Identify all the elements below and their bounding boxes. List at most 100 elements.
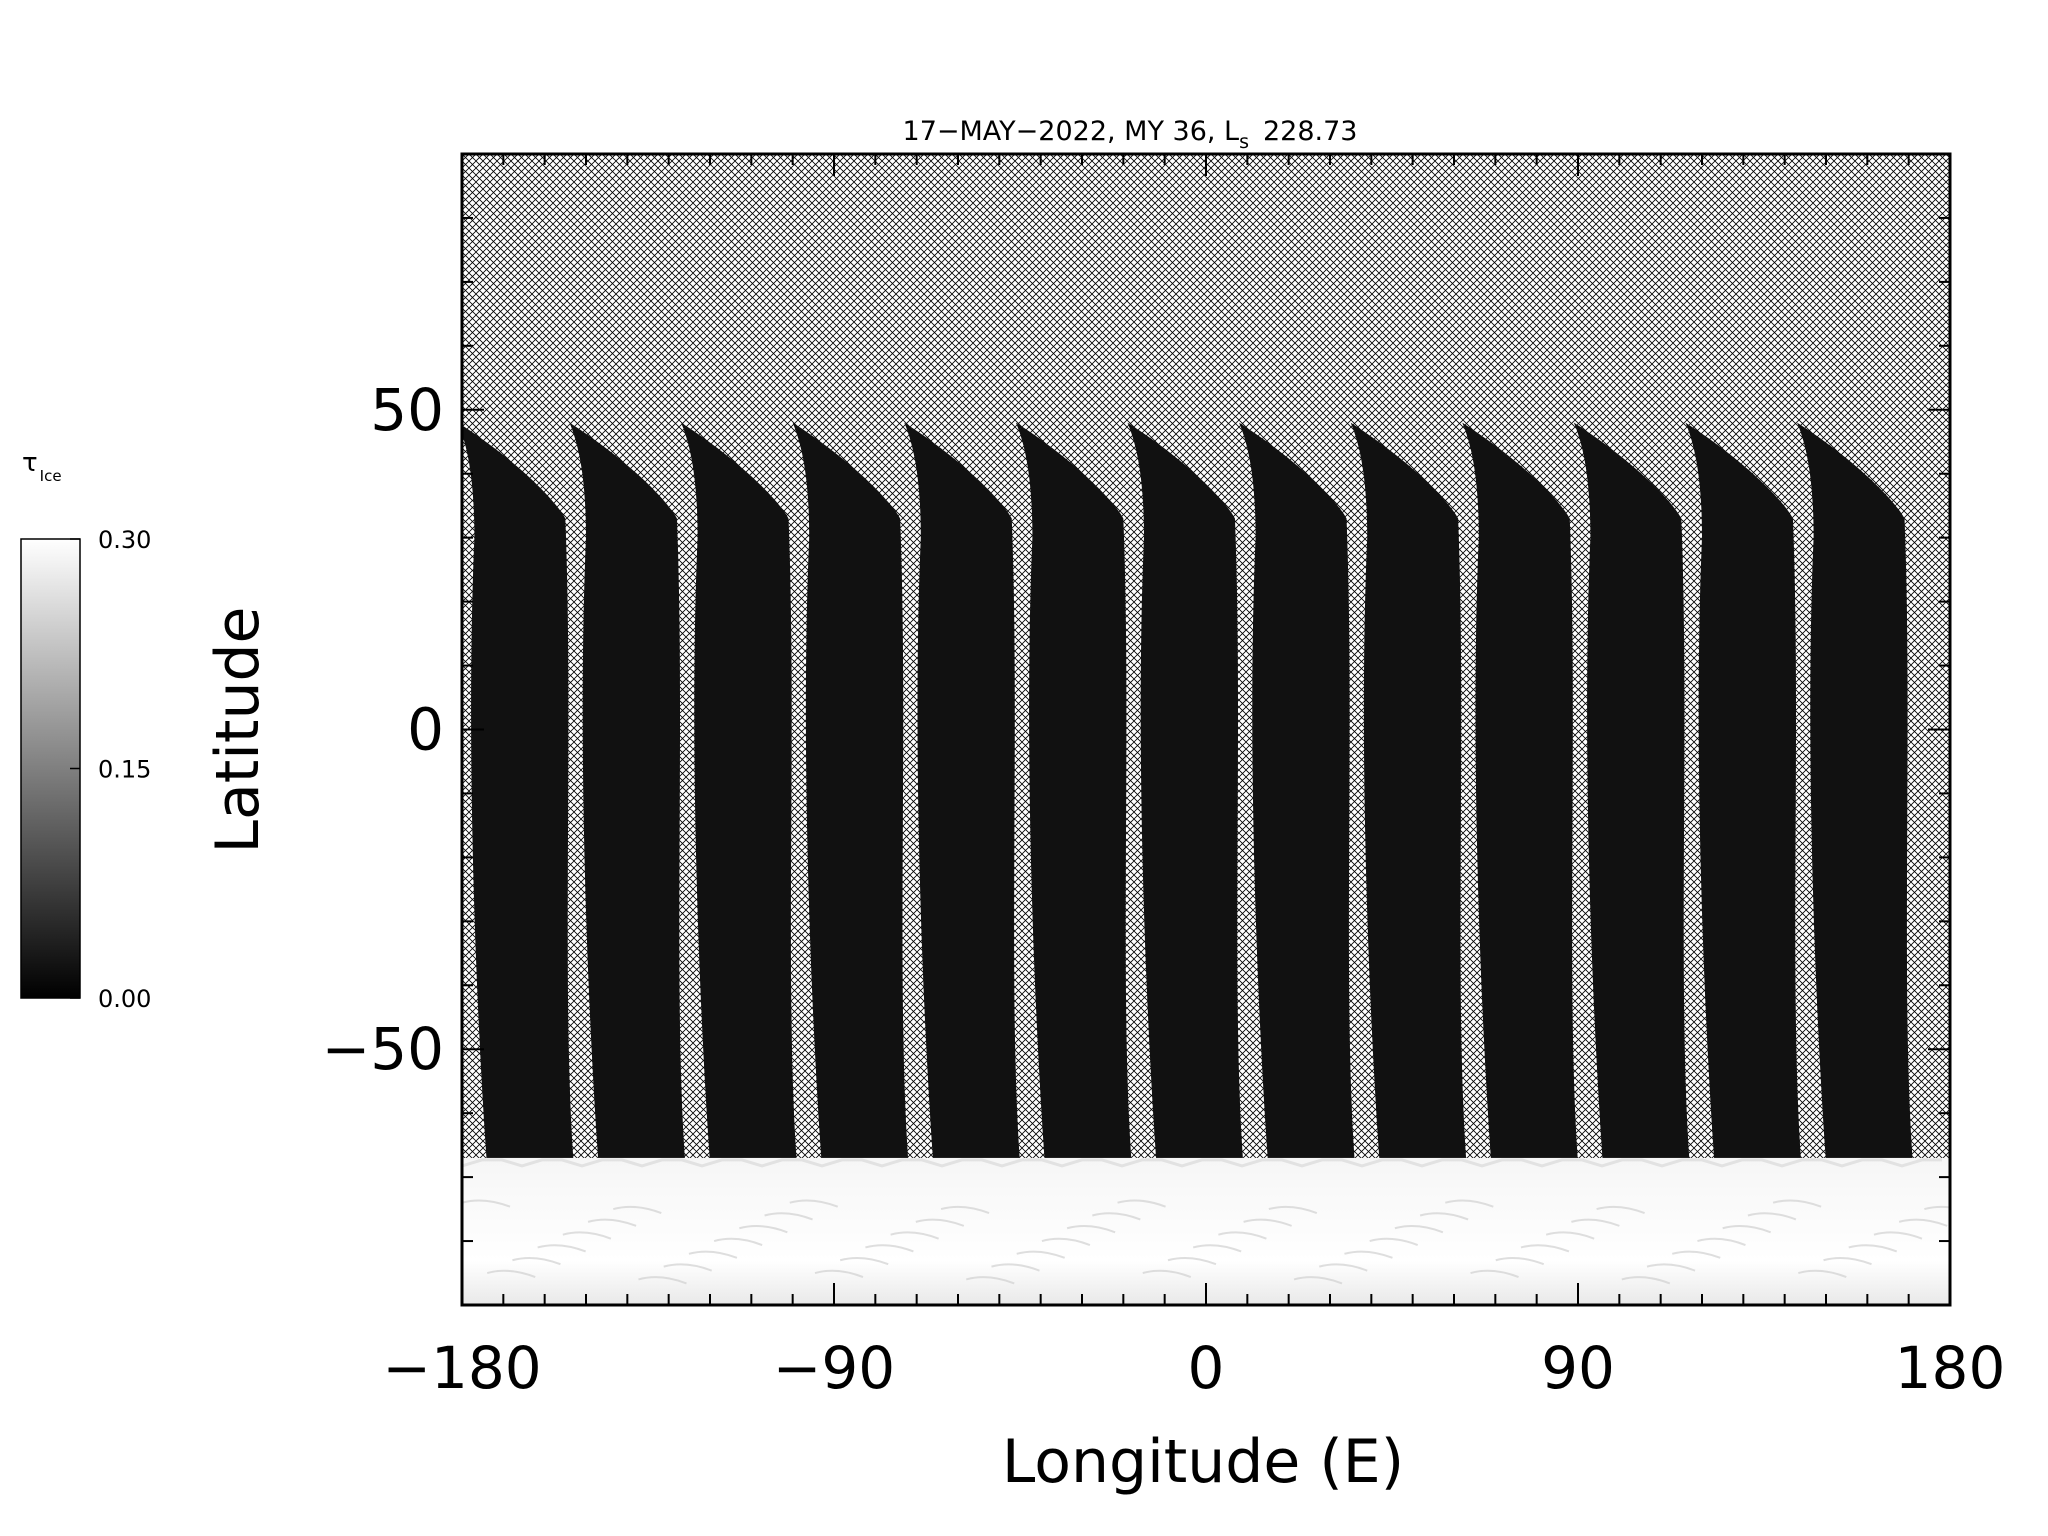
polar-hood-region xyxy=(462,1157,1950,1305)
hood-edge xyxy=(462,1158,1942,1168)
hood-streak xyxy=(1621,1276,1671,1285)
hood-streak xyxy=(1218,1231,1267,1240)
hood-streak xyxy=(764,1212,813,1221)
swath xyxy=(462,425,574,1163)
swath xyxy=(1685,422,1802,1163)
hood-streak xyxy=(1646,1263,1696,1272)
x-axis-ticks xyxy=(461,154,1951,1305)
hood-streak xyxy=(1369,1237,1419,1246)
hood-streak xyxy=(1243,1218,1292,1227)
hood-streak xyxy=(1344,1250,1393,1259)
hood-streak xyxy=(1066,1225,1116,1234)
hood-streak xyxy=(562,1231,612,1240)
hood-streak xyxy=(1394,1225,1444,1234)
title-text: 17−MAY−2022, MY 36, L xyxy=(903,116,1240,147)
hood-streak xyxy=(1898,1218,1948,1227)
swath xyxy=(681,422,797,1163)
hood-streak xyxy=(512,1256,561,1266)
y-axis-tick-labels: −50 0 50 xyxy=(322,376,444,1083)
hood-streak xyxy=(814,1269,864,1278)
colorbar-gradient xyxy=(20,538,81,999)
colorbar-label-subscript: Ice xyxy=(40,467,62,485)
hood-streak xyxy=(462,1199,511,1208)
hood-streak xyxy=(1470,1269,1519,1278)
x-axis-tick-labels: −180 −90 0 90 180 xyxy=(382,1334,2005,1402)
y-axis-label: Latitude xyxy=(203,607,273,854)
colorbar-tick-label: 0.15 xyxy=(98,756,151,784)
swath xyxy=(1462,422,1578,1163)
y-tick-label: −50 xyxy=(322,1015,444,1083)
hood-streak xyxy=(1016,1250,1066,1259)
y-axis-ticks xyxy=(462,153,1950,1306)
colorbar-label: τ Ice xyxy=(22,448,62,485)
hood-streak xyxy=(1520,1244,1570,1253)
colorbar: τ Ice 0.00 0.15 0.30 xyxy=(20,448,151,1013)
hood-streak xyxy=(1192,1244,1242,1253)
hood-streak xyxy=(1747,1212,1797,1221)
hood-streak xyxy=(1848,1244,1898,1253)
hood-streak xyxy=(890,1231,939,1240)
hood-streak xyxy=(1772,1199,1822,1208)
swath xyxy=(1797,422,1913,1163)
hood-streak xyxy=(1671,1250,1721,1259)
hood-streak xyxy=(1041,1237,1091,1246)
swath xyxy=(1573,422,1690,1163)
title-subscript: s xyxy=(1239,131,1249,153)
x-tick-label: 90 xyxy=(1541,1334,1615,1402)
hood-streak xyxy=(663,1263,713,1272)
x-axis-label: Longitude (E) xyxy=(1002,1427,1404,1497)
hood-streak xyxy=(1571,1218,1620,1227)
colorbar-label-symbol: τ xyxy=(22,448,38,478)
swath xyxy=(569,422,686,1163)
hood-streak xyxy=(537,1244,586,1253)
hood-streak xyxy=(713,1237,763,1246)
swath xyxy=(792,422,909,1163)
swath xyxy=(904,422,1020,1163)
x-tick-label: −90 xyxy=(773,1334,895,1402)
hood-streak xyxy=(1419,1212,1469,1221)
hood-streak xyxy=(991,1263,1040,1272)
colorbar-tick-label: 0.00 xyxy=(98,985,151,1013)
polar-hood-texture xyxy=(462,1158,1950,1285)
hood-streak xyxy=(940,1205,990,1215)
swath xyxy=(1239,422,1355,1163)
x-tick-label: 180 xyxy=(1895,1334,2006,1402)
hood-streak xyxy=(1293,1276,1343,1285)
hood-streak xyxy=(1949,1278,1950,1281)
swath xyxy=(1350,422,1467,1163)
hood-streak xyxy=(1117,1199,1166,1208)
swath xyxy=(1127,422,1244,1163)
hood-streak xyxy=(638,1276,687,1285)
y-tick-label: 0 xyxy=(407,696,444,764)
hood-streak xyxy=(839,1256,889,1266)
hood-streak xyxy=(789,1199,839,1208)
hood-streak xyxy=(1722,1225,1772,1234)
colorbar-ticks: 0.00 0.15 0.30 xyxy=(70,526,151,1013)
hood-streak xyxy=(1268,1205,1318,1215)
hood-streak xyxy=(688,1250,738,1259)
hood-streak xyxy=(1924,1205,1950,1211)
hood-streak xyxy=(1697,1237,1746,1246)
swath xyxy=(1015,422,1132,1163)
hood-streak xyxy=(587,1218,637,1227)
chart-title: 17−MAY−2022, MY 36, Ls 228.73 xyxy=(903,116,1358,153)
y-tick-label: 50 xyxy=(370,376,444,444)
hood-streak xyxy=(1798,1269,1847,1278)
hood-streak xyxy=(1142,1269,1192,1278)
title-value: 228.73 xyxy=(1263,116,1357,147)
hood-streak xyxy=(1318,1263,1368,1272)
hood-streak xyxy=(966,1276,1015,1285)
colorbar-tick-label: 0.30 xyxy=(98,526,151,554)
hood-streak xyxy=(1495,1256,1545,1266)
hood-streak xyxy=(1092,1212,1141,1221)
plot-area xyxy=(462,154,1950,1305)
x-tick-label: 0 xyxy=(1188,1334,1225,1402)
hood-streak xyxy=(1445,1199,1494,1208)
hood-streak xyxy=(486,1269,536,1278)
hood-streak xyxy=(865,1244,914,1253)
x-tick-label: −180 xyxy=(382,1334,541,1402)
hood-streak xyxy=(613,1205,662,1215)
hood-streak xyxy=(1167,1256,1217,1266)
hood-streak xyxy=(1596,1205,1645,1215)
